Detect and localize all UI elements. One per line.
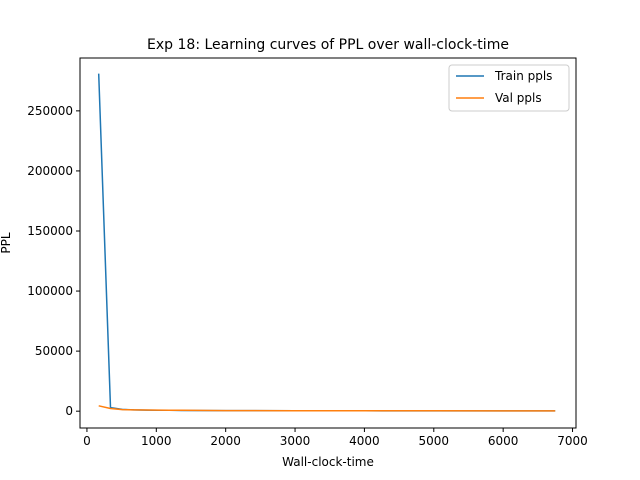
x-axis: 0 1000 2000 3000 4000 5000 6000 7000 bbox=[83, 428, 588, 448]
y-tick-label: 150000 bbox=[27, 224, 73, 238]
x-tick-label: 6000 bbox=[488, 434, 519, 448]
y-tick-label: 200000 bbox=[27, 164, 73, 178]
series-layer bbox=[97, 73, 556, 412]
plot-area bbox=[79, 57, 577, 429]
x-tick-label: 0 bbox=[83, 434, 91, 448]
legend: Train ppls Val ppls bbox=[448, 64, 570, 112]
plot-background bbox=[80, 58, 576, 428]
x-tick-label: 4000 bbox=[349, 434, 380, 448]
y-axis: 0 50000 100000 150000 200000 250000 bbox=[27, 104, 80, 418]
axes-frame bbox=[79, 57, 577, 429]
series-line-val-ppls bbox=[98, 405, 556, 412]
legend-label-val: Val ppls bbox=[495, 91, 542, 105]
y-axis-label: PPL bbox=[0, 232, 13, 253]
y-tick-label: 0 bbox=[65, 404, 73, 418]
legend-label-train: Train ppls bbox=[494, 69, 552, 83]
y-tick-label: 100000 bbox=[27, 284, 73, 298]
y-tick-label: 250000 bbox=[27, 104, 73, 118]
x-tick-label: 2000 bbox=[210, 434, 241, 448]
x-tick-label: 7000 bbox=[557, 434, 588, 448]
x-tick-label: 3000 bbox=[280, 434, 311, 448]
x-tick-label: 5000 bbox=[419, 434, 450, 448]
y-tick-label: 50000 bbox=[35, 344, 73, 358]
x-axis-label: Wall-clock-time bbox=[282, 455, 374, 469]
x-tick-label: 1000 bbox=[141, 434, 172, 448]
chart-title: Exp 18: Learning curves of PPL over wall… bbox=[147, 37, 509, 53]
